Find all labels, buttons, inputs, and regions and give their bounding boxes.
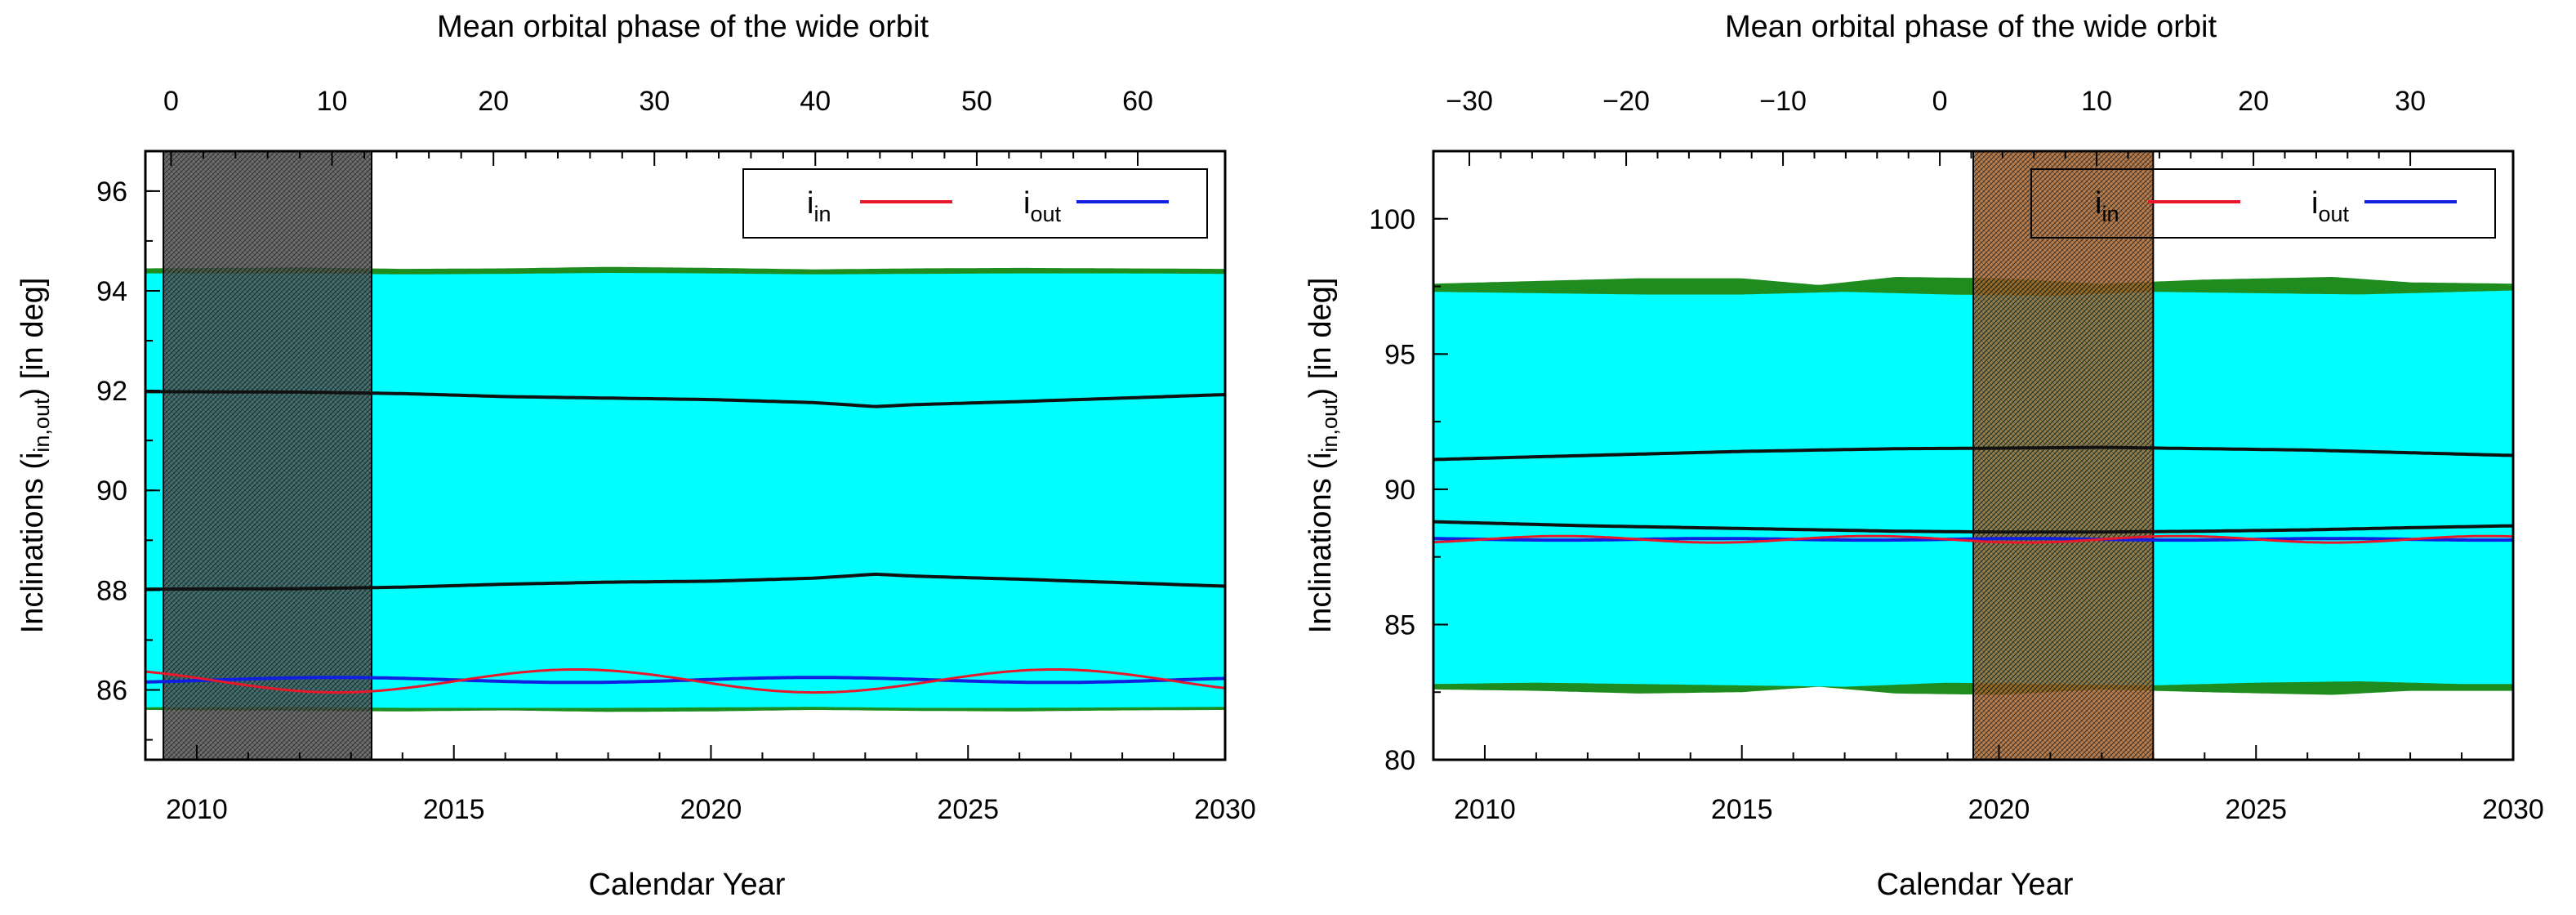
y-axis-title-main: Inclinations (i xyxy=(1304,453,1338,634)
i-in-line xyxy=(1433,534,2513,544)
y-axis-title-main: Inclinations (i xyxy=(16,453,50,634)
x-tick-label: 2030 xyxy=(1194,794,1256,825)
bound-lower-line xyxy=(1433,520,2513,534)
y-tick-label: 85 xyxy=(1384,609,1415,640)
legend-label-sub: out xyxy=(1030,202,1061,226)
top-tick-label: 30 xyxy=(2395,86,2426,117)
top-tick-label: 0 xyxy=(1932,86,1948,117)
plot-content xyxy=(145,151,1225,760)
top-tick-label: 0 xyxy=(163,86,179,117)
x-axis-title: Calendar Year xyxy=(589,868,786,902)
observed-span-crosshatch xyxy=(1973,151,2154,760)
x-tick-label: 2025 xyxy=(937,794,999,825)
top-tick-label: 20 xyxy=(2238,86,2269,117)
y-tick-label: 90 xyxy=(1384,475,1415,506)
top-tick-label: 50 xyxy=(961,86,992,117)
x-tick-label: 2020 xyxy=(680,794,742,825)
top-tick-label: 60 xyxy=(1122,86,1153,117)
top-tick-label: 10 xyxy=(2081,86,2112,117)
x-tick-label: 2015 xyxy=(423,794,485,825)
top-tick-label: −10 xyxy=(1759,86,1807,117)
plot-content xyxy=(1433,151,2513,760)
top-tick-label: 40 xyxy=(800,86,831,117)
y-tick-label: 96 xyxy=(96,176,127,208)
x-tick-label: 2015 xyxy=(1711,794,1773,825)
y-axis-title-tail: ) [in deg] xyxy=(1304,278,1338,399)
y-tick-label: 100 xyxy=(1369,204,1415,235)
plot-frame xyxy=(1432,150,2515,761)
legend-box xyxy=(2030,168,2496,239)
top-tick-label: 20 xyxy=(478,86,509,117)
legend-label-main: i xyxy=(2095,186,2101,221)
y-tick-label: 88 xyxy=(96,575,127,606)
top-tick-label: 10 xyxy=(317,86,348,117)
legend-label-in: iin xyxy=(2095,186,2119,226)
bound-lower-line xyxy=(145,572,1225,591)
legend-label-sub: in xyxy=(2101,202,2119,226)
i-out-line xyxy=(1433,537,2513,542)
top-tick-label: 30 xyxy=(639,86,670,117)
y-tick-label: 94 xyxy=(96,276,127,307)
legend-label-out: iout xyxy=(2311,186,2349,226)
legend-label-main: i xyxy=(1023,186,1030,221)
legend-label-sub: out xyxy=(2318,202,2349,226)
legend-label-in: iin xyxy=(807,186,831,226)
x-tick-label: 2020 xyxy=(1968,794,2030,825)
legend-label-main: i xyxy=(2311,186,2318,221)
bound-upper-line xyxy=(1433,445,2513,462)
legend-label-out: iout xyxy=(1023,186,1061,226)
bound-upper-line xyxy=(145,390,1225,408)
legend-label-main: i xyxy=(807,186,813,221)
y-tick-label: 92 xyxy=(96,376,127,407)
y-axis-title: Inclinations (iin,out) [in deg] xyxy=(16,278,54,634)
top-axis-title: Mean orbital phase of the wide orbit xyxy=(437,10,929,44)
y-tick-label: 95 xyxy=(1384,339,1415,370)
x-tick-label: 2010 xyxy=(1454,794,1516,825)
legend-label-sub: in xyxy=(813,202,831,226)
plot-frame xyxy=(144,150,1227,761)
y-axis-title-sub: in,out xyxy=(29,398,54,453)
top-tick-label: −30 xyxy=(1446,86,1493,117)
x-tick-label: 2025 xyxy=(2225,794,2287,825)
allowed-region-band xyxy=(145,273,1225,708)
y-axis-title-tail: ) [in deg] xyxy=(16,278,50,399)
i-out-line xyxy=(145,676,1225,685)
x-tick-label: 2030 xyxy=(2482,794,2544,825)
chart-panel-left: 2010 2015 2020 2025 2030 0 10 20 30 40 50 60 86 88 90 9… xyxy=(16,10,1256,902)
x-tick-label: 2010 xyxy=(166,794,228,825)
chart-right-svg: 2010 2015 2020 2025 2030−30 −20 −10 0 10 20 308085… xyxy=(1304,10,2544,902)
y-axis-title-sub: in,out xyxy=(1317,398,1342,453)
x-axis-title: Calendar Year xyxy=(1877,868,2074,902)
i-in-line xyxy=(145,668,1225,694)
top-axis-title: Mean orbital phase of the wide orbit xyxy=(1725,10,2217,44)
observed-span-crosshatch xyxy=(163,151,372,760)
y-axis-title: Inclinations (iin,out) [in deg] xyxy=(1304,278,1342,634)
chart-panel-right: 2010 2015 2020 2025 2030 −30 −20 −10 0 10 20 30 80 85… xyxy=(1288,0,2576,915)
top-tick-label: −20 xyxy=(1602,86,1650,117)
y-tick-label: 80 xyxy=(1384,745,1415,776)
y-tick-label: 90 xyxy=(96,475,127,507)
y-tick-label: 86 xyxy=(96,676,127,707)
